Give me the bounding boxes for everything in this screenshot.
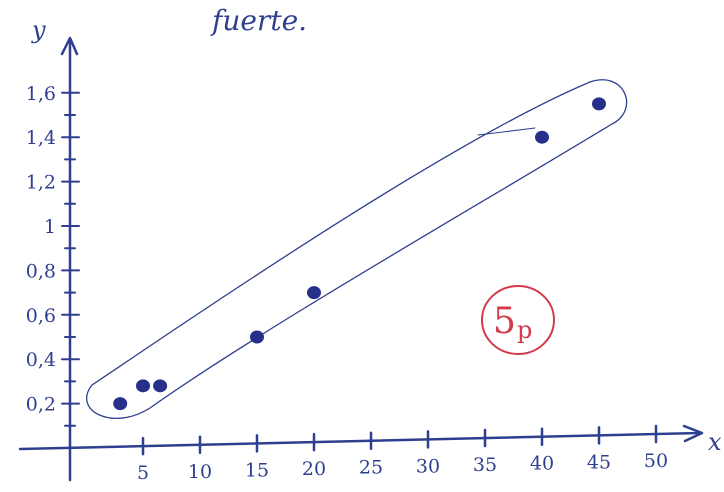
x-tick-label: 50	[644, 450, 668, 472]
x-tick-label: 15	[245, 459, 269, 481]
x-tick-label: 45	[587, 451, 611, 473]
y-tick-label: 1,2	[26, 172, 56, 194]
y-tick-label: 0,6	[26, 305, 56, 327]
x-tick-label: 40	[530, 453, 554, 475]
data-point	[250, 330, 264, 344]
x-tick-label: 25	[359, 457, 383, 479]
x-tick-label: 35	[473, 454, 497, 476]
y-axis-label: y	[31, 16, 46, 44]
data-point	[113, 397, 128, 411]
data-point	[307, 286, 321, 300]
y-tick-label: 1,4	[26, 127, 56, 149]
x-tick-label: 20	[302, 458, 326, 480]
y-ticks: 0,2 0,4 0,6 0,8 1 1,2 1,4 1,6	[26, 83, 80, 427]
y-tick-label: 0,8	[26, 260, 56, 282]
y-tick-label: 1,6	[26, 83, 56, 105]
y-axis: y	[31, 16, 79, 482]
point-group-outline	[86, 79, 628, 419]
data-points	[113, 97, 606, 411]
x-tick-label: 10	[188, 461, 212, 483]
y-tick-label: 1	[44, 216, 56, 238]
x-axis: x	[18, 424, 722, 456]
x-axis-label: x	[708, 428, 722, 456]
data-point	[136, 379, 150, 393]
grade-annotation: 5 p	[481, 285, 555, 355]
y-tick-label: 0,4	[26, 349, 56, 371]
y-tick-label: 0,2	[26, 394, 56, 416]
stray-mark	[477, 127, 536, 136]
data-point	[535, 130, 549, 144]
x-tick-label: 30	[416, 455, 440, 477]
data-point	[153, 379, 168, 393]
grade-suffix: p	[517, 316, 532, 344]
chart-title: fuerte.	[210, 4, 307, 37]
x-ticks: 5 10 15 20 25 30 35 40 45 50	[137, 424, 668, 484]
grade-number: 5	[493, 301, 516, 342]
x-tick-label: 5	[137, 462, 149, 484]
data-point	[592, 97, 606, 111]
